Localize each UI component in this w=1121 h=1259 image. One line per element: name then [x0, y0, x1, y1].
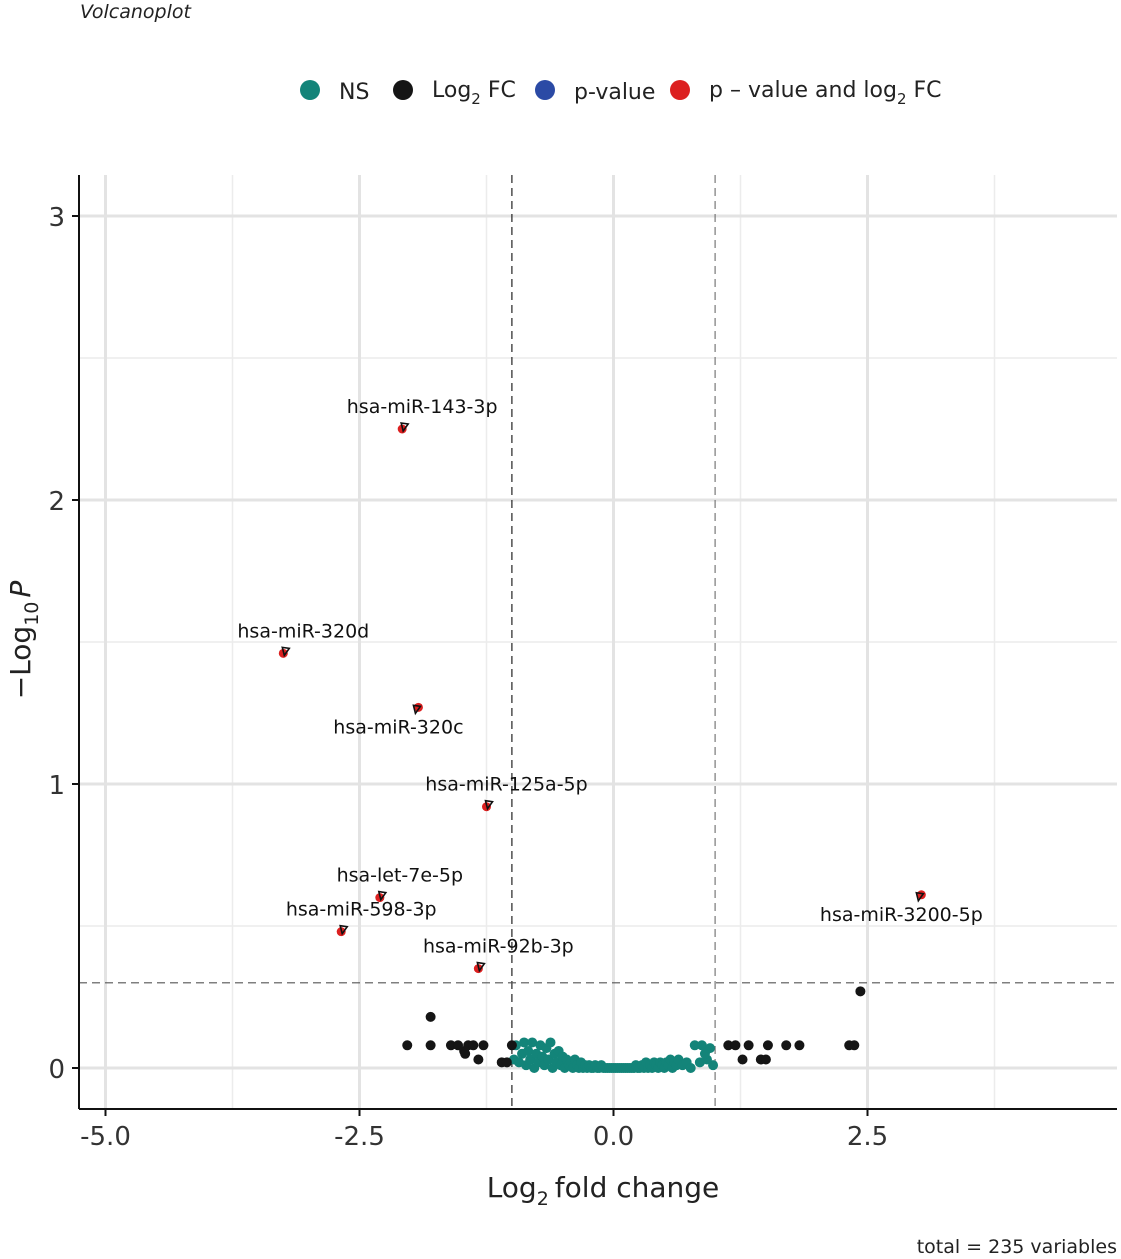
point-log2-fc: [723, 1040, 734, 1051]
point-label: hsa-miR-125a-5p: [425, 774, 587, 796]
caption: total = 235 variables: [917, 1236, 1117, 1258]
point-log2-fc: [478, 1040, 489, 1051]
x-tick-label: 0.0: [593, 1122, 634, 1152]
point-label: hsa-miR-320c: [333, 716, 463, 738]
label-pointer: [281, 646, 291, 658]
point-log2-fc: [849, 1040, 860, 1051]
point-log2-fc: [730, 1040, 741, 1051]
legend-dot-log2fc: [393, 80, 413, 100]
label-pointer: [339, 924, 349, 936]
point-log2-fc: [425, 1040, 436, 1051]
point-log2-fc: [425, 1011, 436, 1022]
legend-label-log2fc: Log2 FC: [432, 78, 516, 108]
x-tick-label: -5.0: [80, 1122, 131, 1152]
point-label: hsa-miR-320d: [237, 620, 369, 642]
point-ns: [523, 1045, 534, 1056]
legend-dot-ns: [300, 80, 320, 100]
point-log2-fc: [460, 1048, 471, 1059]
point-log2-fc: [501, 1057, 512, 1068]
point-ns: [545, 1037, 556, 1048]
label-pointer: [484, 799, 494, 811]
point-log2-fc: [855, 986, 866, 997]
point-log2-fc: [468, 1040, 479, 1051]
point-log2-fc: [781, 1040, 792, 1051]
legend-dot-pvalue: [535, 80, 555, 100]
point-ns: [685, 1063, 696, 1073]
y-tick-label: 1: [48, 771, 65, 801]
y-tick-label: 3: [48, 203, 65, 233]
point-ns: [519, 1037, 530, 1048]
point-log2-fc: [762, 1040, 773, 1051]
point-label: hsa-miR-598-3p: [286, 899, 437, 921]
point-label: hsa-miR-143-3p: [347, 396, 498, 418]
point-ns: [689, 1040, 700, 1051]
legend-label-pvalue: p-value: [574, 80, 655, 105]
chart-subtitle: Volcanoplot: [80, 1, 193, 23]
point-log2-fc: [737, 1054, 748, 1065]
y-tick-label: 0: [48, 1055, 65, 1085]
axes: -5.0 -2.5 0.0 2.5 0 1 2 3: [48, 175, 1117, 1152]
x-axis-title: Log2 fold change: [487, 1171, 720, 1210]
point-labels: hsa-miR-143-3p hsa-miR-320d hsa-miR-320c hs…: [237, 396, 983, 973]
label-pointer: [915, 891, 925, 903]
point-label: hsa-miR-92b-3p: [423, 936, 574, 958]
label-pointer: [476, 961, 486, 973]
point-log2-fc: [760, 1054, 771, 1065]
x-tick-label: -2.5: [334, 1122, 385, 1152]
point-log2-fc: [743, 1040, 754, 1051]
label-pointer: [400, 422, 410, 433]
point-log2-fc: [794, 1040, 805, 1051]
data-points: [278, 424, 926, 1073]
point-label: hsa-let-7e-5p: [337, 865, 464, 887]
legend: NS Log2 FC p-value p – value and log2 FC: [300, 78, 942, 108]
point-ns: [699, 1048, 710, 1059]
point-log2-fc: [402, 1040, 413, 1051]
legend-label-pvalue-and-log2fc: p – value and log2 FC: [709, 78, 942, 108]
point-log2-fc: [506, 1040, 517, 1051]
point-log2-fc: [473, 1054, 484, 1065]
label-pointer: [377, 890, 388, 902]
label-pointer: [412, 704, 422, 716]
legend-dot-pvalue-and-log2fc: [670, 80, 690, 100]
cutoff-lines: [79, 175, 1117, 1109]
y-tick-label: 2: [48, 487, 65, 517]
point-ns: [527, 1037, 538, 1048]
x-tick-label: 2.5: [847, 1122, 888, 1152]
point-ns: [696, 1040, 707, 1051]
point-label: hsa-miR-3200-5p: [820, 904, 983, 926]
gridlines: [79, 175, 1117, 1109]
legend-label-ns: NS: [339, 80, 369, 105]
y-axis-title: −Log10P: [4, 581, 43, 700]
point-log2-fc: [445, 1040, 456, 1051]
